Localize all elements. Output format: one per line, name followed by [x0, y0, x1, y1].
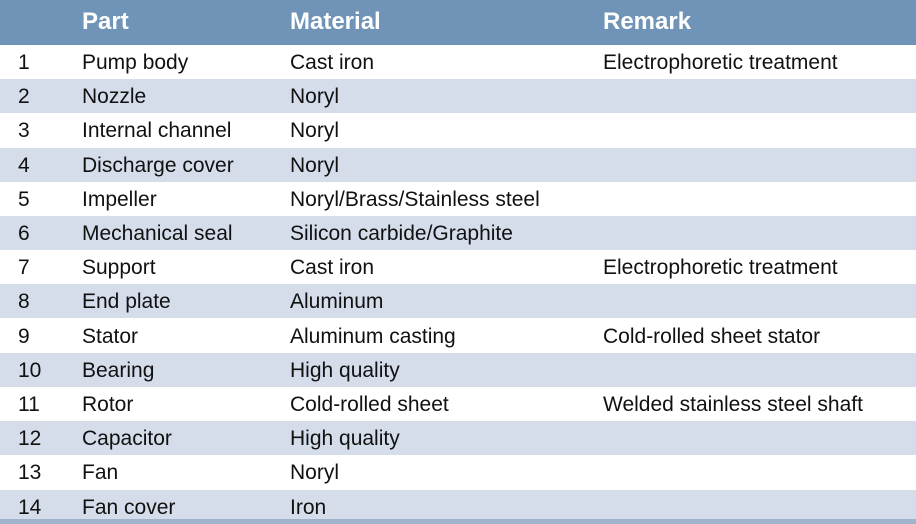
row-number: 4 [18, 153, 30, 177]
table-row: 7 Support Cast iron Electrophoretic treatme… [0, 250, 916, 284]
header-material: Material [290, 8, 381, 35]
material-cell: Silicon carbide/Graphite [290, 222, 513, 245]
material-cell: Noryl [290, 85, 340, 109]
table-row: 10 Bearing High quality [0, 352, 916, 387]
table-row: 3 Internal channel Noryl [0, 113, 916, 147]
material-cell: Noryl [290, 153, 340, 177]
part-cell: Internal channel [82, 119, 232, 143]
remark-cell: Electrophoretic treatment [603, 51, 838, 74]
part-cell: Capacitor [82, 427, 172, 451]
material-cell: Noryl [290, 461, 340, 485]
table-row: 8 End plate Aluminum [0, 284, 916, 319]
part-cell: Stator [82, 324, 139, 348]
row-number: 11 [18, 393, 40, 416]
row-number: 2 [18, 85, 30, 109]
table-row: 1 Pump body Cast iron Electrophoretic treat… [0, 45, 916, 79]
part-cell: Mechanical seal [82, 222, 233, 245]
part-cell: Rotor [82, 393, 134, 416]
table-row: 14 Fan cover Iron [0, 489, 916, 524]
remark-cell: Cold-rolled sheet stator [603, 324, 821, 348]
material-cell: High quality [290, 427, 400, 451]
material-cell: High quality [290, 358, 400, 382]
table-row: 11 Rotor Cold-rolled sheet Welded stainless… [0, 387, 916, 421]
part-cell: Bearing [82, 358, 155, 382]
material-cell: Noryl [290, 119, 340, 143]
table-row: 5 Impeller Noryl/Brass/Stainless steel [0, 182, 916, 216]
row-number: 7 [18, 256, 30, 280]
remark-cell: Electrophoretic treatment [603, 256, 838, 280]
part-cell: Discharge cover [82, 153, 234, 177]
bottom-border [0, 519, 916, 524]
part-cell: Pump body [82, 51, 189, 74]
row-number: 8 [18, 290, 30, 314]
row-number: 5 [18, 187, 30, 211]
material-cell: Cold-rolled sheet [290, 393, 449, 416]
row-number: 14 [18, 495, 42, 519]
table-row: 12 Capacitor High quality [0, 421, 916, 456]
part-cell: Support [82, 256, 156, 280]
table-row: 13 Fan Noryl [0, 455, 916, 489]
row-number: 13 [18, 461, 42, 485]
material-cell: Cast iron [290, 256, 375, 280]
row-number: 10 [18, 358, 42, 382]
row-number: 12 [18, 427, 42, 451]
part-cell: Fan [82, 461, 119, 485]
table-row: 2 Nozzle Noryl [0, 79, 916, 114]
row-number: 6 [18, 222, 30, 245]
material-cell: Aluminum [290, 290, 384, 314]
part-cell: Fan cover [82, 495, 176, 519]
part-cell: Impeller [82, 187, 157, 211]
material-cell: Iron [290, 495, 327, 519]
row-number: 1 [18, 51, 30, 74]
material-cell: Aluminum casting [290, 324, 456, 348]
row-number: 3 [18, 119, 30, 143]
remark-cell: Welded stainless steel shaft [603, 393, 863, 416]
header-remark: Remark [603, 8, 692, 35]
header-part: Part [82, 8, 129, 35]
table-row: 9 Stator Aluminum casting Cold-rolled sheet… [0, 319, 916, 353]
material-cell: Cast iron [290, 51, 375, 74]
row-number: 9 [18, 324, 30, 348]
part-cell: Nozzle [82, 85, 147, 109]
part-cell: End plate [82, 290, 171, 314]
table-header: Part Material Remark [0, 0, 916, 45]
table-row: 4 Discharge cover Noryl [0, 147, 916, 182]
table-row: 6 Mechanical seal Silicon carbide/Graphite [0, 216, 916, 250]
material-cell: Noryl/Brass/Stainless steel [290, 187, 540, 211]
